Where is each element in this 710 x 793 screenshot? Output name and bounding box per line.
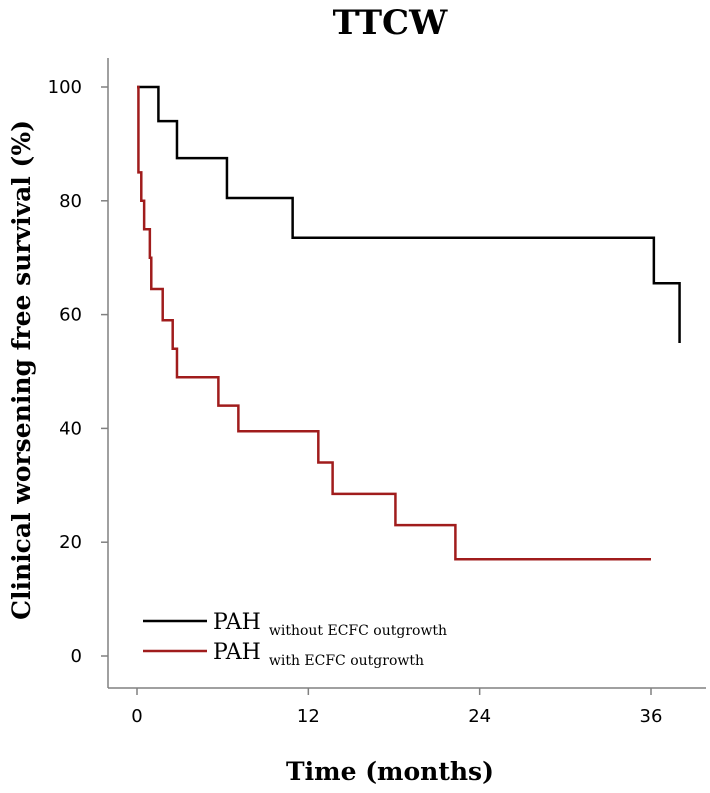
legend-sub-with-ecfc: with ECFC outgrowth xyxy=(269,653,424,669)
y-tick-label-0: 0 xyxy=(71,646,82,667)
legend-item-with-ecfc: PAH with ECFC outgrowth xyxy=(143,640,424,669)
x-tick-label-24: 24 xyxy=(468,706,491,727)
legend-main-with-ecfc: PAH xyxy=(213,640,261,665)
y-tick-label-40: 40 xyxy=(59,418,82,439)
y-tick-label-20: 20 xyxy=(59,532,82,553)
series-line-with-ecfc xyxy=(137,85,651,561)
y-ticks: 0 20 40 60 80 100 xyxy=(48,77,108,667)
legend-label-with-ecfc: PAH with ECFC outgrowth xyxy=(213,640,424,669)
x-tick-label-36: 36 xyxy=(640,706,663,727)
y-tick-label-80: 80 xyxy=(59,191,82,212)
chart-title: TTCW xyxy=(333,3,448,43)
legend-label-without-ecfc: PAH without ECFC outgrowth xyxy=(213,610,447,639)
y-tick-label-100: 100 xyxy=(48,77,82,98)
series-line-without-ecfc xyxy=(137,85,681,344)
legend-main-without-ecfc: PAH xyxy=(213,610,261,635)
x-ticks: 0 12 24 36 xyxy=(131,688,662,727)
y-tick-label-60: 60 xyxy=(59,305,82,326)
x-tick-label-12: 12 xyxy=(297,706,320,727)
y-axis-title: Clinical worsening free survival (%) xyxy=(7,120,36,620)
legend-item-without-ecfc: PAH without ECFC outgrowth xyxy=(143,610,447,639)
legend-sub-without-ecfc: without ECFC outgrowth xyxy=(269,623,447,639)
legend: PAH without ECFC outgrowth PAH with ECFC… xyxy=(143,610,447,669)
x-axis-title: Time (months) xyxy=(286,757,494,786)
plot-area: 0 20 40 60 80 100 0 12 24 36 xyxy=(48,58,706,727)
x-tick-label-0: 0 xyxy=(131,706,142,727)
series-lines xyxy=(137,85,681,561)
